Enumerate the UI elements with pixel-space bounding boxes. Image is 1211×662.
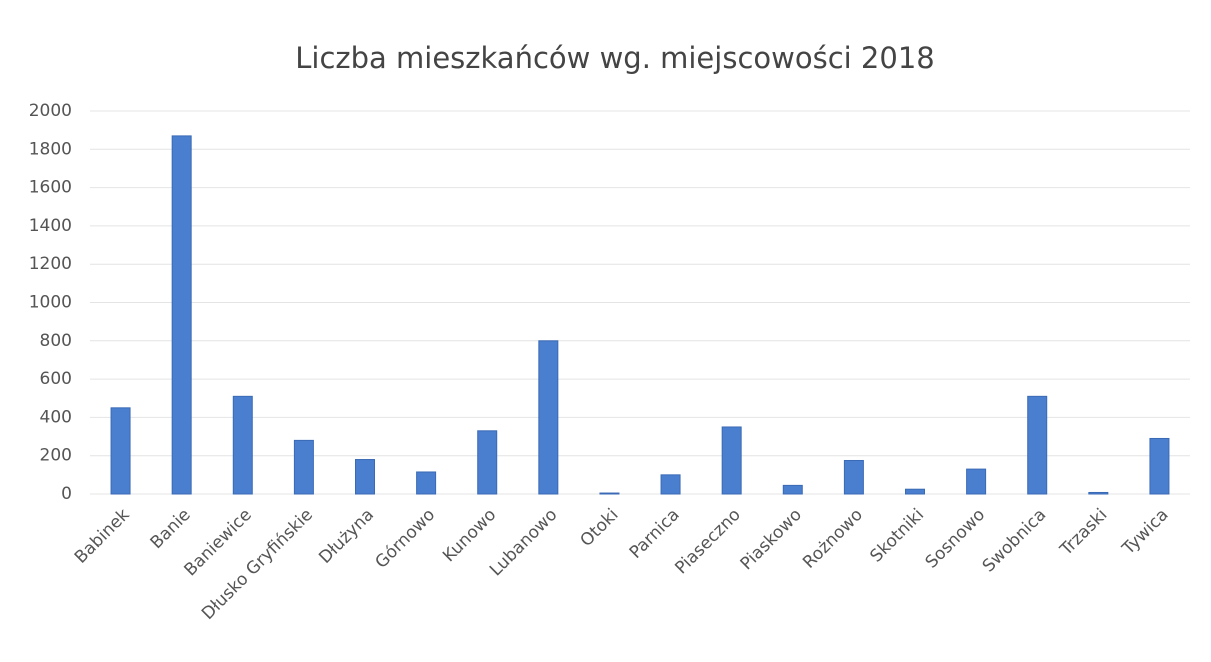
x-tick-label: Banie — [147, 505, 195, 553]
x-tick-label: Tywica — [1118, 505, 1173, 560]
bar — [355, 459, 375, 495]
bar — [599, 492, 620, 495]
x-tick-label: Dłusko Gryfińskie — [198, 505, 317, 624]
y-tick-label: 600 — [40, 369, 72, 389]
x-tick-label: Otoki — [577, 505, 623, 551]
bar — [232, 395, 253, 495]
x-tick-label: Babinek — [71, 505, 134, 568]
bar — [905, 488, 925, 495]
bar — [1027, 395, 1048, 495]
x-tick-label: Swobnica — [979, 505, 1051, 577]
x-tick-label: Kunowo — [439, 505, 500, 566]
x-tick-label: Parnica — [626, 505, 684, 563]
bar — [293, 439, 314, 495]
x-tick-label: Dłużyna — [315, 505, 378, 568]
bar — [416, 471, 437, 495]
y-tick-label: 400 — [40, 407, 72, 427]
bar — [477, 430, 498, 495]
chart-title: Liczba mieszkańców wg. miejscowości 2018 — [295, 41, 934, 75]
bar — [1088, 491, 1109, 495]
bar — [843, 459, 864, 495]
x-tick-label: Piaseczno — [671, 505, 744, 578]
y-tick-label: 200 — [40, 446, 72, 466]
bar — [1149, 437, 1170, 495]
y-tick-label: 1600 — [29, 178, 72, 198]
y-tick-label: 1800 — [29, 139, 72, 159]
x-tick-label: Piaskowo — [737, 505, 806, 574]
x-tick-label: Górnowo — [371, 505, 439, 573]
bar — [171, 135, 192, 495]
x-tick-label: Skotniki — [866, 505, 928, 567]
bar — [660, 474, 681, 495]
x-tick-label: Rożnowo — [799, 505, 867, 573]
y-tick-label: 1400 — [29, 216, 72, 236]
bar — [966, 468, 987, 495]
y-tick-label: 1000 — [29, 293, 72, 313]
bar — [721, 426, 742, 495]
bar — [538, 340, 559, 495]
bar — [782, 484, 803, 495]
x-tick-label: Trzaski — [1056, 505, 1112, 561]
y-tick-label: 800 — [40, 331, 72, 351]
y-tick-label: 1200 — [29, 254, 72, 274]
y-tick-label: 0 — [61, 484, 72, 504]
y-tick-label: 2000 — [29, 101, 72, 121]
bar — [110, 407, 131, 495]
